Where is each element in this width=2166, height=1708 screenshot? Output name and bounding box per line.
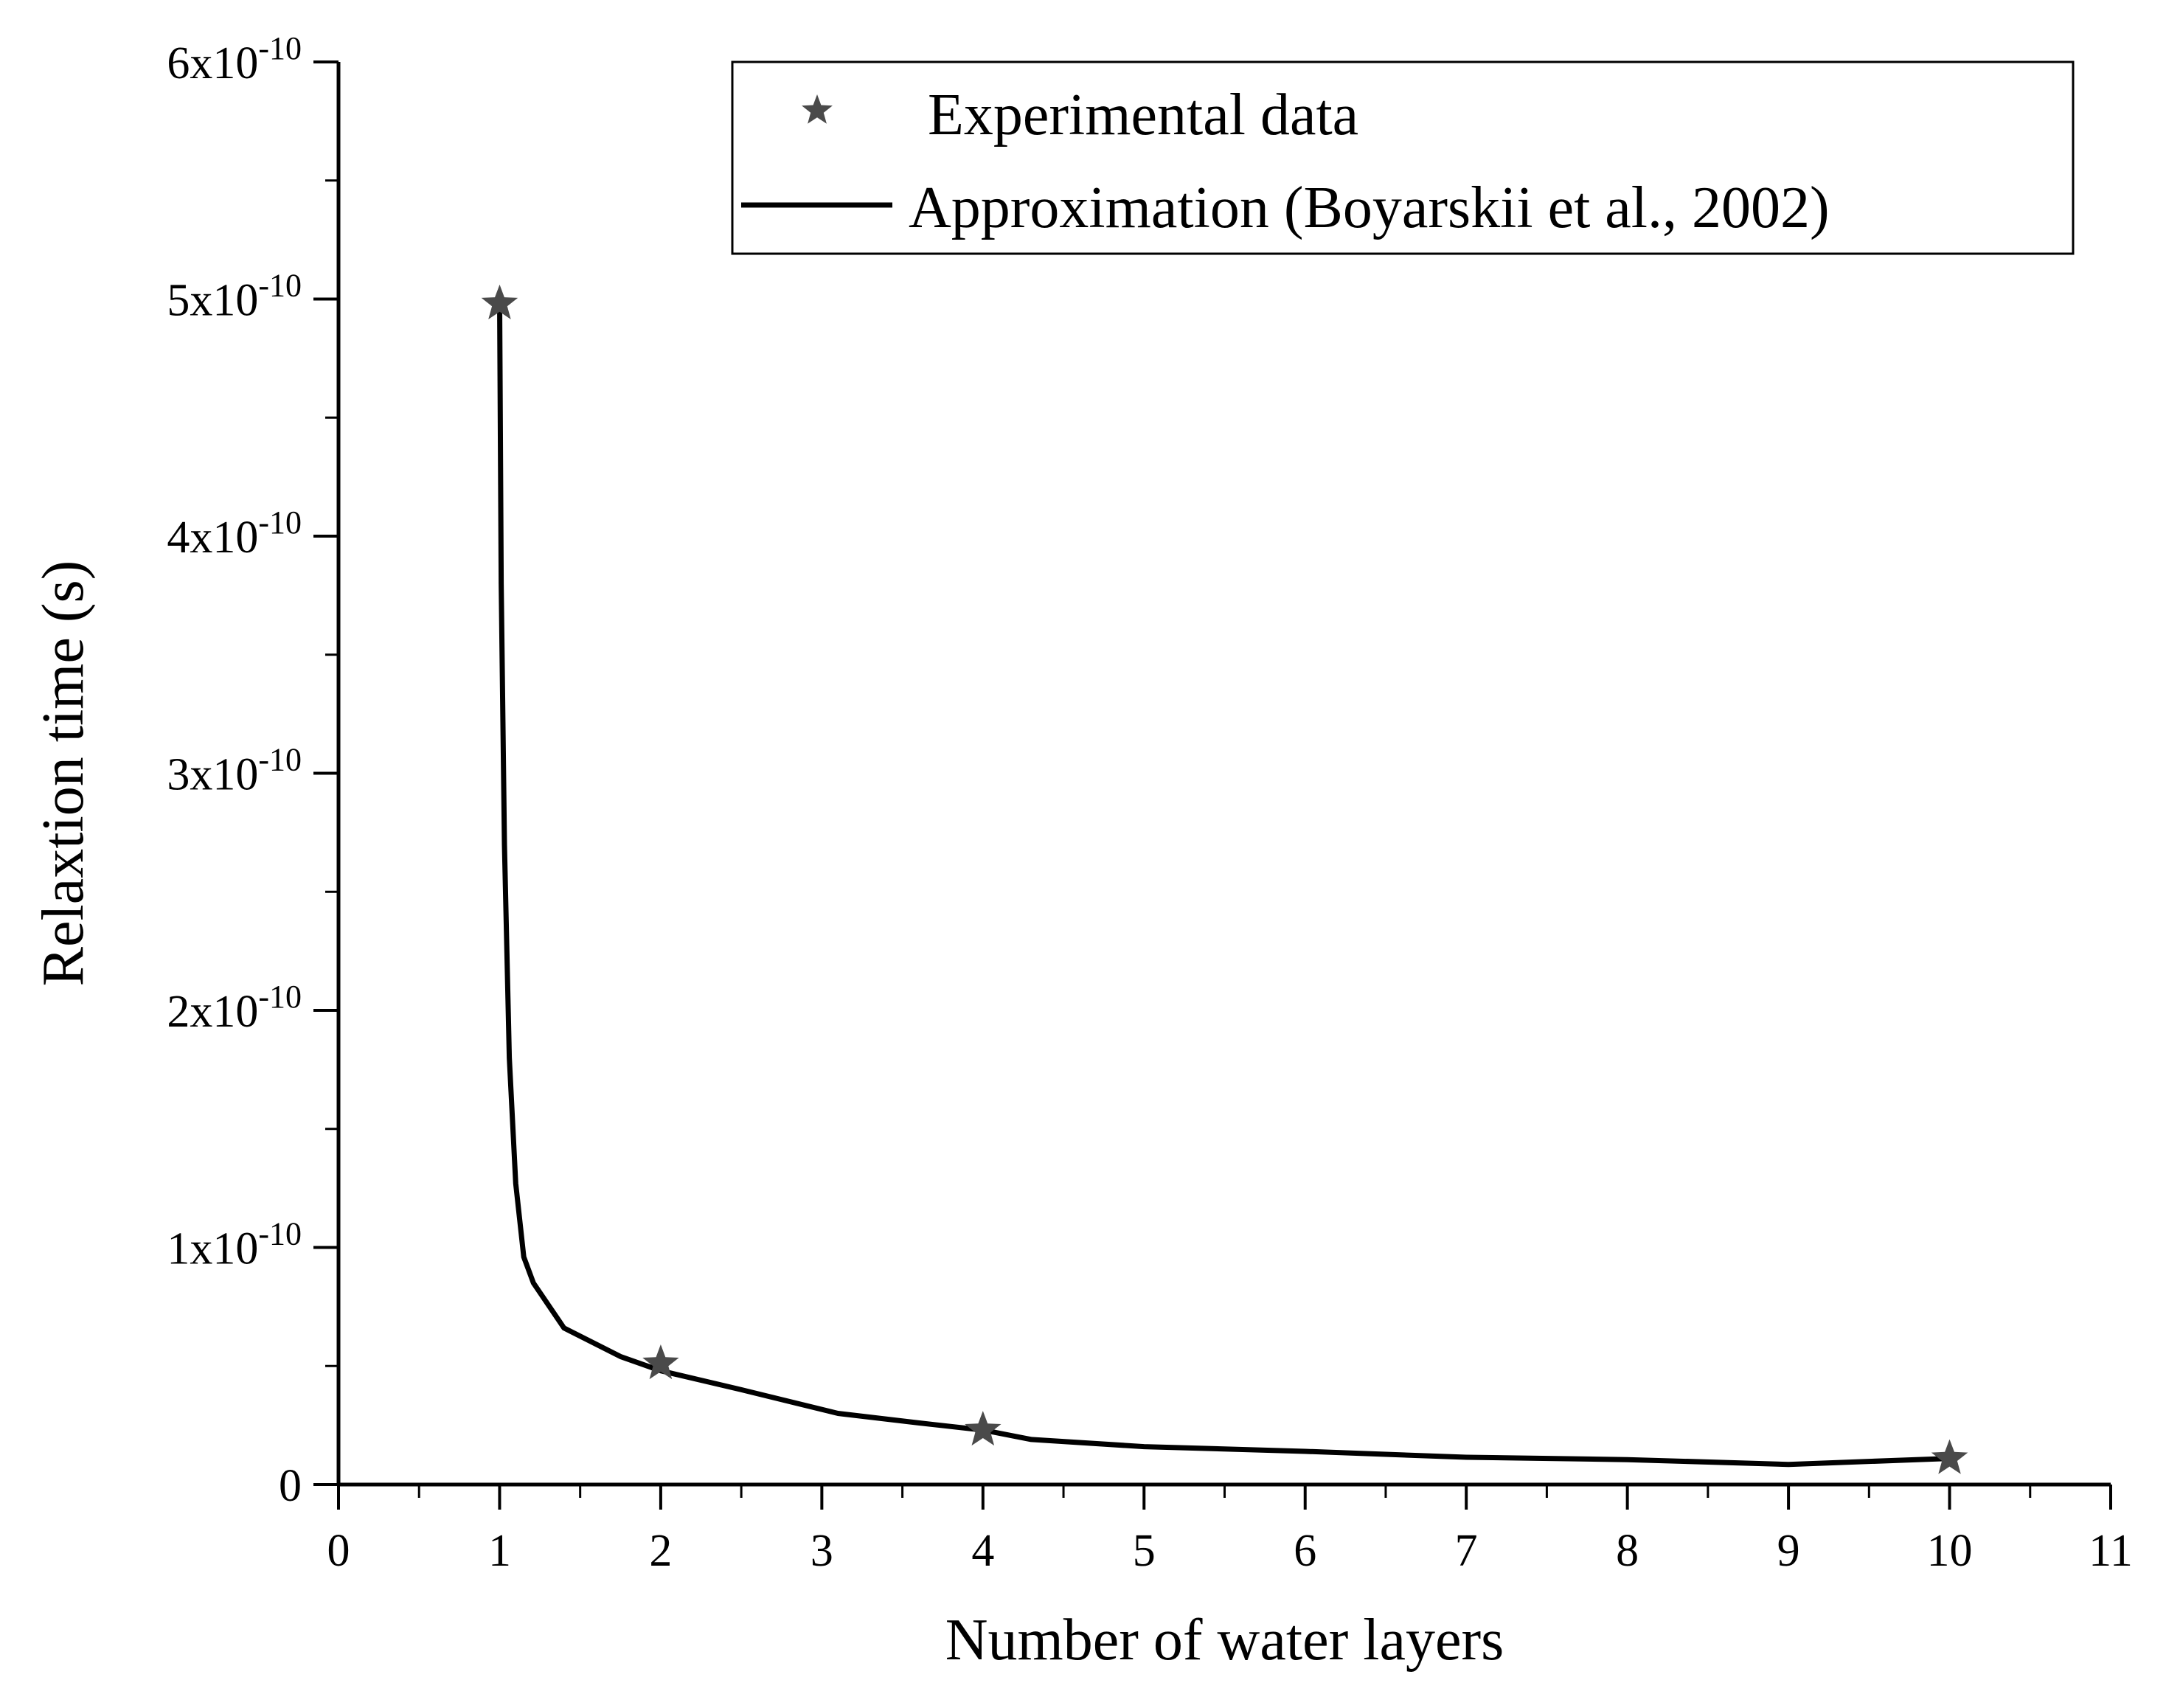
x-tick-label: 4 bbox=[971, 1526, 994, 1576]
y-tick-label: 0 bbox=[279, 1461, 302, 1511]
y-tick-mantissa: 6x10 bbox=[167, 38, 258, 88]
y-tick-label: 3x10-10 bbox=[167, 742, 302, 800]
y-tick-label: 6x10-10 bbox=[167, 30, 302, 88]
y-axis-ticks: 01x10-102x10-103x10-104x10-105x10-106x10… bbox=[167, 30, 339, 1511]
y-axis-title: Relaxtion time (s) bbox=[31, 560, 96, 987]
x-tick-label: 6 bbox=[1294, 1526, 1316, 1576]
y-tick-mantissa: 5x10 bbox=[167, 276, 258, 326]
y-tick-exponent: -10 bbox=[258, 268, 302, 304]
experimental-data-point bbox=[965, 1411, 1002, 1446]
y-tick-mantissa: 1x10 bbox=[167, 1224, 258, 1274]
y-tick-exponent: -10 bbox=[258, 742, 302, 778]
legend-star-marker bbox=[802, 94, 833, 124]
x-axis-title: Number of water layers bbox=[945, 1608, 1504, 1673]
y-tick-mantissa: 2x10 bbox=[167, 987, 258, 1037]
y-tick-exponent: -10 bbox=[258, 979, 302, 1015]
y-tick-exponent: -10 bbox=[258, 30, 302, 66]
experimental-data-point bbox=[1931, 1439, 1968, 1474]
y-tick-label: 1x10-10 bbox=[167, 1216, 302, 1274]
legend-box bbox=[731, 60, 2075, 255]
x-tick-label: 10 bbox=[1927, 1526, 1973, 1576]
x-tick-label: 5 bbox=[1133, 1526, 1156, 1576]
experimental-data-point bbox=[642, 1344, 679, 1380]
y-tick-mantissa: 4x10 bbox=[167, 513, 258, 563]
x-tick-label: 9 bbox=[1777, 1526, 1800, 1576]
x-tick-label: 0 bbox=[327, 1526, 350, 1576]
plot-area bbox=[481, 284, 1968, 1474]
experimental-data-point bbox=[481, 284, 518, 319]
y-tick-exponent: -10 bbox=[258, 1216, 302, 1252]
legend-label-experimental: Experimental data bbox=[928, 83, 1358, 147]
y-tick-mantissa: 3x10 bbox=[167, 750, 258, 800]
x-tick-label: 3 bbox=[810, 1526, 833, 1576]
x-tick-label: 2 bbox=[649, 1526, 672, 1576]
x-tick-label: 7 bbox=[1455, 1526, 1478, 1576]
y-tick-label: 2x10-10 bbox=[167, 979, 302, 1037]
y-tick-label: 4x10-10 bbox=[167, 504, 302, 563]
x-axis-ticks: 0 1 2 3 4 5 6 7 8 9 10 11 bbox=[327, 1485, 2133, 1576]
y-tick-exponent: -10 bbox=[258, 504, 302, 541]
y-tick-label: 5x10-10 bbox=[167, 268, 302, 326]
x-tick-label: 11 bbox=[2089, 1526, 2133, 1576]
approximation-line bbox=[497, 303, 1950, 1468]
legend-label-approximation: Approximation (Boyarskii et al., 2002) bbox=[909, 176, 1830, 240]
x-tick-label: 1 bbox=[488, 1526, 511, 1576]
axes bbox=[336, 62, 2111, 1487]
x-tick-label: 8 bbox=[1616, 1526, 1639, 1576]
legend: Experimental data Approximation (Boyarsk… bbox=[731, 60, 2075, 255]
